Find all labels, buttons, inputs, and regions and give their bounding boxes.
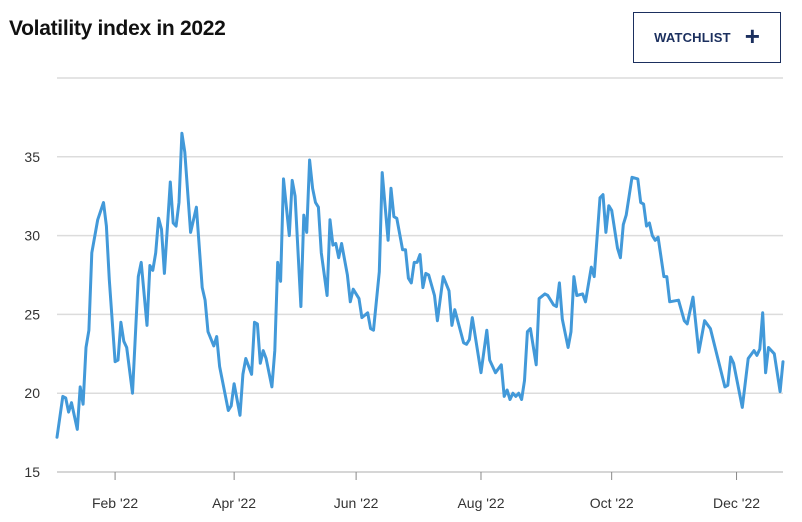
x-tick-label: Oct '22 — [590, 495, 634, 511]
x-tick-label: Dec '22 — [713, 495, 760, 511]
watchlist-button[interactable]: WATCHLIST + — [633, 12, 781, 63]
series-line — [55, 131, 785, 439]
x-tick-label: Aug '22 — [457, 495, 504, 511]
y-tick-label: 30 — [24, 228, 40, 244]
y-tick-label: 25 — [24, 306, 40, 322]
y-tick-label: 35 — [24, 149, 40, 165]
x-tick-label: Jun '22 — [334, 495, 379, 511]
x-tick-label: Feb '22 — [92, 495, 138, 511]
y-tick-label: 15 — [24, 464, 40, 480]
chart-title: Volatility index in 2022 — [9, 17, 226, 40]
y-tick-label: 20 — [24, 385, 40, 401]
x-tick-label: Apr '22 — [212, 495, 256, 511]
watchlist-label: WATCHLIST — [654, 30, 731, 45]
plus-icon: + — [744, 21, 760, 51]
